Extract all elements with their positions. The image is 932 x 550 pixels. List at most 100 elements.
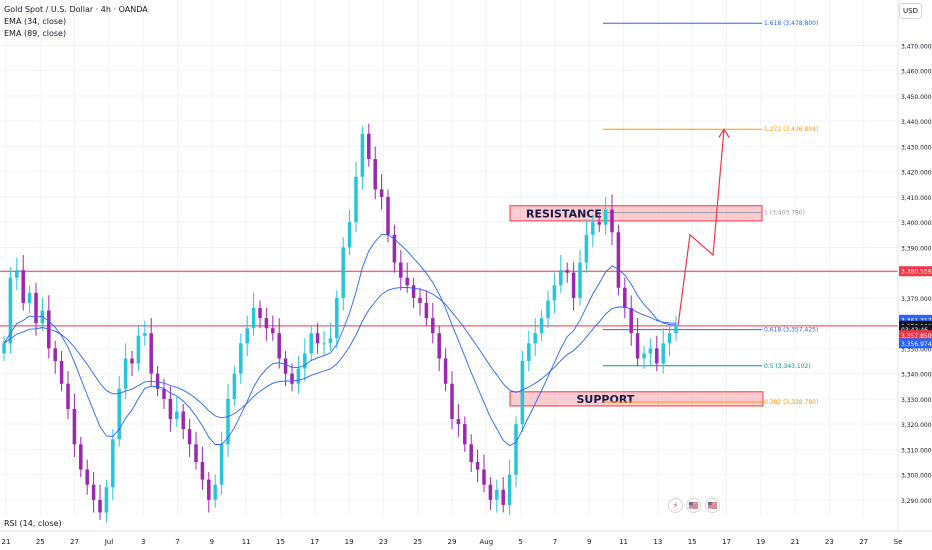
candle-body bbox=[213, 484, 217, 500]
candle-body bbox=[341, 247, 345, 298]
us-flag-icon[interactable]: 🇺🇸 bbox=[705, 498, 720, 513]
candle-body bbox=[482, 469, 486, 485]
candle-body bbox=[59, 361, 64, 384]
time-tick-label: 13 bbox=[653, 538, 662, 546]
fib-label: 0.5 (3,343.102) bbox=[764, 363, 811, 370]
candle-body bbox=[571, 272, 576, 298]
candle-body bbox=[386, 196, 390, 235]
candle-body bbox=[347, 222, 352, 248]
candle-body bbox=[91, 484, 96, 500]
fib-label: 1.272 (3,436.804) bbox=[764, 126, 818, 133]
candle-body bbox=[527, 343, 531, 362]
candle-body bbox=[392, 234, 397, 263]
candle-body bbox=[79, 444, 83, 470]
candle-body bbox=[53, 348, 57, 362]
candle-body bbox=[264, 318, 269, 329]
price-badge bbox=[899, 324, 932, 335]
candle-body bbox=[610, 209, 614, 233]
price-tick-label: 3,400.000 bbox=[901, 220, 932, 227]
candle-body bbox=[616, 232, 621, 288]
candle-body bbox=[303, 353, 307, 369]
candle-body bbox=[488, 484, 493, 500]
price-tick-label: 3,330.000 bbox=[901, 397, 932, 404]
candle-body bbox=[655, 348, 659, 364]
price-tick-label: 3,420.000 bbox=[901, 170, 932, 177]
candle-body bbox=[450, 383, 454, 420]
horizontal-lines-layer bbox=[0, 270, 898, 327]
candle-body bbox=[181, 411, 185, 430]
time-tick-label: 27 bbox=[859, 538, 868, 546]
candle-body bbox=[584, 234, 589, 263]
rsi-label[interactable]: RSI (14, close) bbox=[4, 519, 62, 528]
time-tick-label: 17 bbox=[722, 538, 731, 546]
time-tick-label: 25 bbox=[36, 538, 45, 546]
candle-body bbox=[667, 333, 672, 344]
time-tick-label: 15 bbox=[276, 538, 285, 546]
candle-body bbox=[335, 297, 339, 339]
candle-body bbox=[456, 419, 461, 425]
candle-body bbox=[424, 302, 429, 319]
candle-body bbox=[501, 489, 505, 505]
price-badge-label: 3,356.974 bbox=[901, 341, 932, 348]
price-badge bbox=[899, 314, 932, 325]
candle-body bbox=[2, 343, 6, 354]
candle-body bbox=[674, 325, 678, 334]
candle-body bbox=[411, 285, 416, 298]
price-badge bbox=[899, 266, 932, 277]
ema89-label[interactable]: EMA (89, close) bbox=[4, 29, 67, 38]
candle-body bbox=[591, 222, 595, 235]
candle-body bbox=[552, 285, 557, 301]
candle-body bbox=[360, 133, 365, 177]
fibonacci-layer: 1.618 (3,478.800) 1.272 (3,436.804) 1 (3,4… bbox=[603, 20, 818, 406]
candle-body bbox=[187, 429, 192, 445]
ema34-label[interactable]: EMA (34, close) bbox=[4, 17, 67, 26]
candle-body bbox=[8, 277, 13, 344]
candle-body bbox=[603, 209, 608, 225]
candle-body bbox=[463, 424, 467, 445]
candle-body bbox=[143, 333, 147, 336]
time-tick-label: Aug bbox=[479, 538, 493, 546]
candle-body bbox=[578, 262, 582, 298]
price-badge bbox=[899, 338, 932, 349]
candle-body bbox=[98, 499, 102, 513]
currency-button[interactable]: USD bbox=[899, 3, 922, 19]
ema89-line bbox=[3, 286, 677, 419]
time-tick-label: 11 bbox=[619, 538, 628, 546]
candle-body bbox=[309, 333, 313, 354]
candle-body bbox=[520, 361, 525, 425]
candle-body bbox=[514, 424, 518, 475]
candle-body bbox=[232, 373, 237, 399]
candle-body bbox=[72, 408, 77, 445]
candle-body bbox=[21, 270, 25, 303]
candle-body bbox=[642, 353, 646, 359]
time-tick-label: Se bbox=[894, 538, 903, 546]
candle-body bbox=[85, 469, 89, 485]
candle-body bbox=[635, 333, 640, 359]
candle-body bbox=[629, 307, 633, 334]
candle-body bbox=[207, 479, 211, 500]
projection-path bbox=[677, 129, 725, 326]
candle-body bbox=[328, 338, 333, 344]
candle-body bbox=[162, 388, 166, 399]
candle-body bbox=[648, 348, 653, 354]
candle-body bbox=[559, 270, 563, 286]
price-axis: 3,290.000 3,300.000 3,310.000 3,320.000 3,33… bbox=[897, 0, 932, 531]
ema-layer bbox=[3, 234, 677, 447]
support-label: SUPPORT bbox=[577, 393, 635, 406]
support-zone bbox=[509, 391, 764, 407]
candle-body bbox=[546, 300, 550, 319]
candle-body bbox=[136, 335, 141, 364]
candle-body bbox=[251, 307, 256, 329]
price-tick-label: 3,450.000 bbox=[901, 94, 932, 101]
price-tick-label: 3,310.000 bbox=[901, 447, 932, 454]
candle-body bbox=[431, 318, 435, 334]
projection-arrowhead bbox=[718, 128, 730, 138]
candle-body bbox=[104, 487, 109, 513]
candle-body bbox=[623, 287, 627, 308]
lightning-icon[interactable]: ⚡ bbox=[668, 498, 683, 513]
candle-body bbox=[194, 444, 198, 462]
candle-body bbox=[661, 343, 665, 364]
us-flag-icon[interactable]: 🇺🇸 bbox=[686, 498, 701, 513]
candle-body bbox=[155, 373, 160, 389]
